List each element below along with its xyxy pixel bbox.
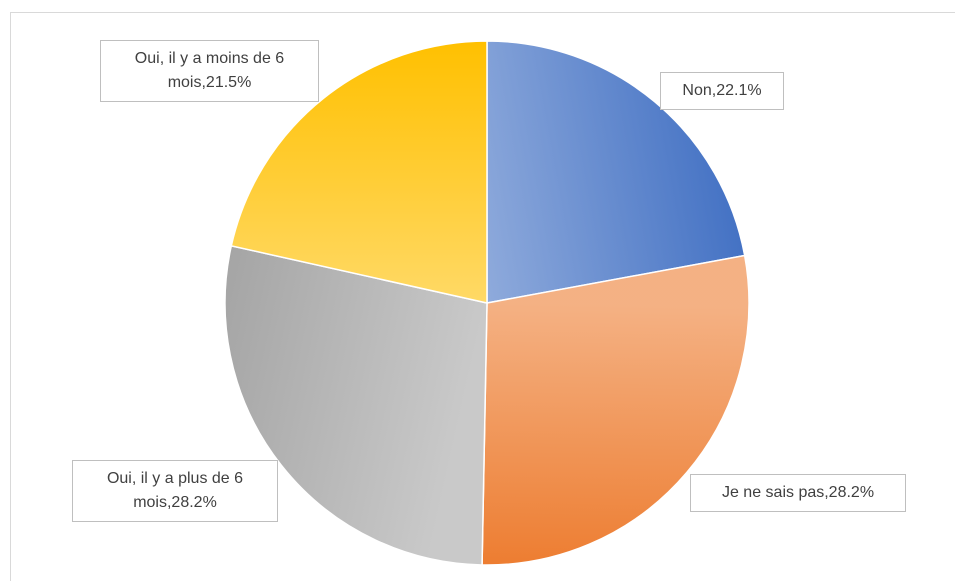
data-label: Non,22.1%	[660, 72, 784, 110]
data-label: Je ne sais pas,28.2%	[690, 474, 906, 512]
pie-slice: Oui, il y a moins de 6 mois	[230, 40, 488, 304]
pie-slice: Non	[486, 40, 746, 304]
data-label: Oui, il y a moins de 6 mois,21.5%	[100, 40, 319, 102]
data-label: Oui, il y a plus de 6 mois,28.2%	[72, 460, 278, 522]
chart-area	[10, 12, 955, 581]
pie-slice: Je ne sais pas	[481, 254, 750, 566]
pie-slice: Oui, il y a plus de 6 mois	[224, 244, 488, 566]
